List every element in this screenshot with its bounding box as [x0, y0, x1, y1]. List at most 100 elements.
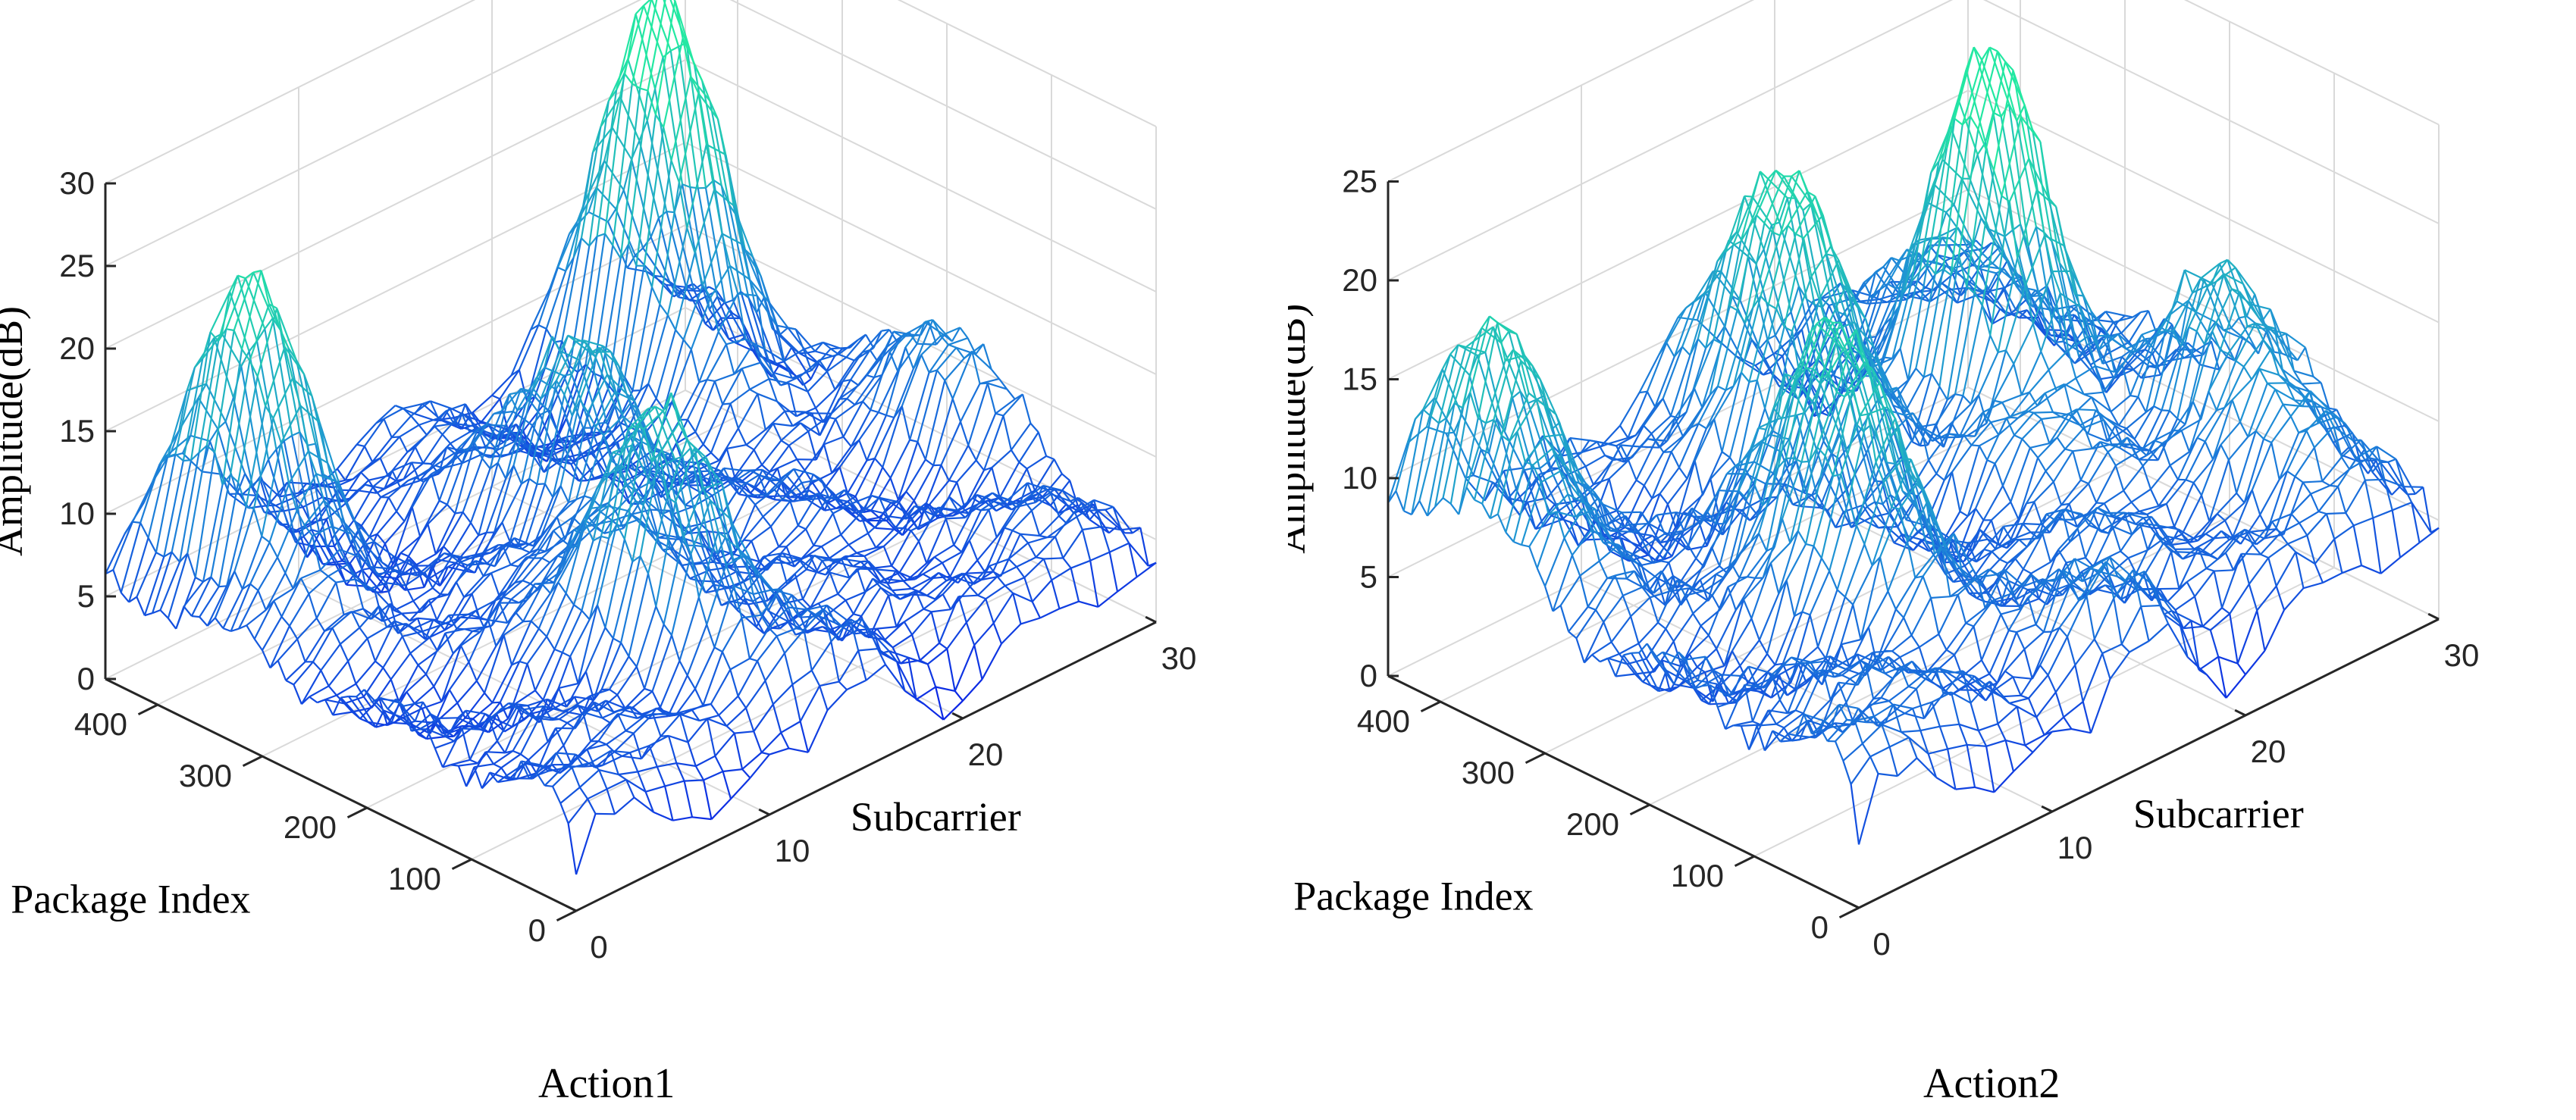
mesh-segment [368, 496, 390, 538]
mesh-segment [439, 499, 448, 505]
mesh-segment [541, 340, 563, 406]
mesh-segment [741, 368, 751, 390]
mesh-segment [407, 477, 416, 482]
mesh-segment [603, 434, 613, 461]
mesh-segment [737, 427, 747, 446]
mesh-segment [639, 0, 658, 89]
mesh-segment [414, 702, 424, 722]
mesh-segment [879, 497, 888, 517]
mesh-segment [528, 772, 537, 779]
mesh-segment [944, 358, 965, 381]
mesh-segment [1539, 379, 1550, 408]
mesh-segment [362, 696, 373, 709]
mesh-segment [903, 621, 914, 636]
mesh-segment [1926, 262, 1936, 275]
mesh-segment [1500, 360, 1522, 436]
mesh-segment [1446, 346, 1467, 418]
mesh-segment [930, 612, 941, 643]
mesh-segment [229, 291, 250, 352]
mesh-segment [474, 763, 494, 768]
mesh-segment [653, 480, 663, 515]
mesh-segment [497, 440, 517, 451]
mesh-segment [659, 453, 669, 497]
mesh-segment [1674, 387, 1695, 419]
mesh-segment [233, 330, 243, 350]
mesh-segment [136, 552, 157, 598]
mesh-segment [854, 377, 876, 405]
mesh-segment [1493, 349, 1514, 421]
mesh-segment [753, 703, 774, 732]
mesh-segment [324, 699, 334, 716]
mesh-segment [331, 611, 353, 629]
mesh-segment [917, 441, 926, 460]
mesh-segment [772, 684, 794, 705]
mesh-segment [1659, 533, 1669, 543]
mesh-segment [857, 650, 867, 681]
mesh-segment [728, 565, 748, 568]
mesh-segment [1643, 425, 1653, 434]
mesh-segment [569, 508, 590, 547]
mesh-segment [854, 400, 863, 406]
mesh-segment [432, 618, 442, 626]
mesh-segment [851, 495, 873, 505]
mesh-segment [753, 589, 773, 596]
mesh-segment [488, 424, 509, 439]
mesh-segment [1493, 419, 1503, 436]
mesh-segment [799, 608, 809, 618]
mesh-segment [616, 425, 638, 525]
mesh-segment [444, 624, 453, 631]
mesh-segment [780, 422, 801, 442]
mesh-segment [957, 509, 967, 518]
mesh-segment [1536, 568, 1547, 587]
mesh-segment [469, 468, 491, 524]
mesh-segment [635, 5, 644, 15]
mesh-segment [1559, 471, 1581, 498]
mesh-segment [1004, 499, 1025, 529]
mesh-segment [1465, 486, 1475, 501]
mesh-segment [584, 475, 606, 524]
mesh-segment [691, 452, 712, 468]
mesh-segment [647, 90, 657, 115]
mesh-segment [553, 530, 563, 540]
mesh-segment [360, 457, 381, 474]
mesh-segment [572, 152, 594, 258]
mesh-segment [1976, 154, 1998, 233]
mesh-segment [615, 208, 636, 256]
mesh-segment [807, 709, 829, 753]
mesh-segment [382, 636, 403, 668]
mesh-segment [1422, 408, 1432, 418]
mesh-segment [592, 127, 613, 153]
mesh-segment [376, 533, 386, 545]
mesh-segment [1023, 558, 1045, 578]
mesh-segment [751, 540, 760, 562]
mesh-segment [565, 593, 575, 605]
mesh-segment [1744, 223, 1766, 324]
mesh-segment [682, 37, 704, 82]
mesh-segment [737, 393, 759, 429]
mesh-segment [778, 555, 788, 585]
mesh-segment [627, 90, 649, 245]
mesh-segment [381, 562, 390, 570]
mesh-segment [580, 511, 601, 534]
mesh-segment [1857, 308, 1879, 382]
mesh-segment [704, 545, 714, 563]
mesh-segment [478, 554, 488, 565]
grid-line [685, 224, 1157, 458]
mesh-segment [1964, 239, 1986, 267]
mesh-segment [393, 555, 413, 567]
mesh-segment [669, 510, 679, 540]
mesh-segment [448, 689, 459, 704]
mesh-segment [633, 796, 654, 813]
mesh-segment [1787, 191, 1808, 227]
mesh-segment [295, 359, 317, 444]
mesh-segment [1784, 326, 1793, 332]
mesh-segment [900, 656, 909, 665]
grid-line [1983, 0, 2440, 224]
mesh-segment [1042, 473, 1063, 498]
mesh-segment [1728, 381, 1750, 458]
mesh-segment [791, 684, 801, 722]
mesh-segment [268, 303, 290, 349]
mesh-segment [505, 762, 526, 777]
mesh-segment [885, 664, 906, 692]
mesh-segment [557, 687, 568, 708]
